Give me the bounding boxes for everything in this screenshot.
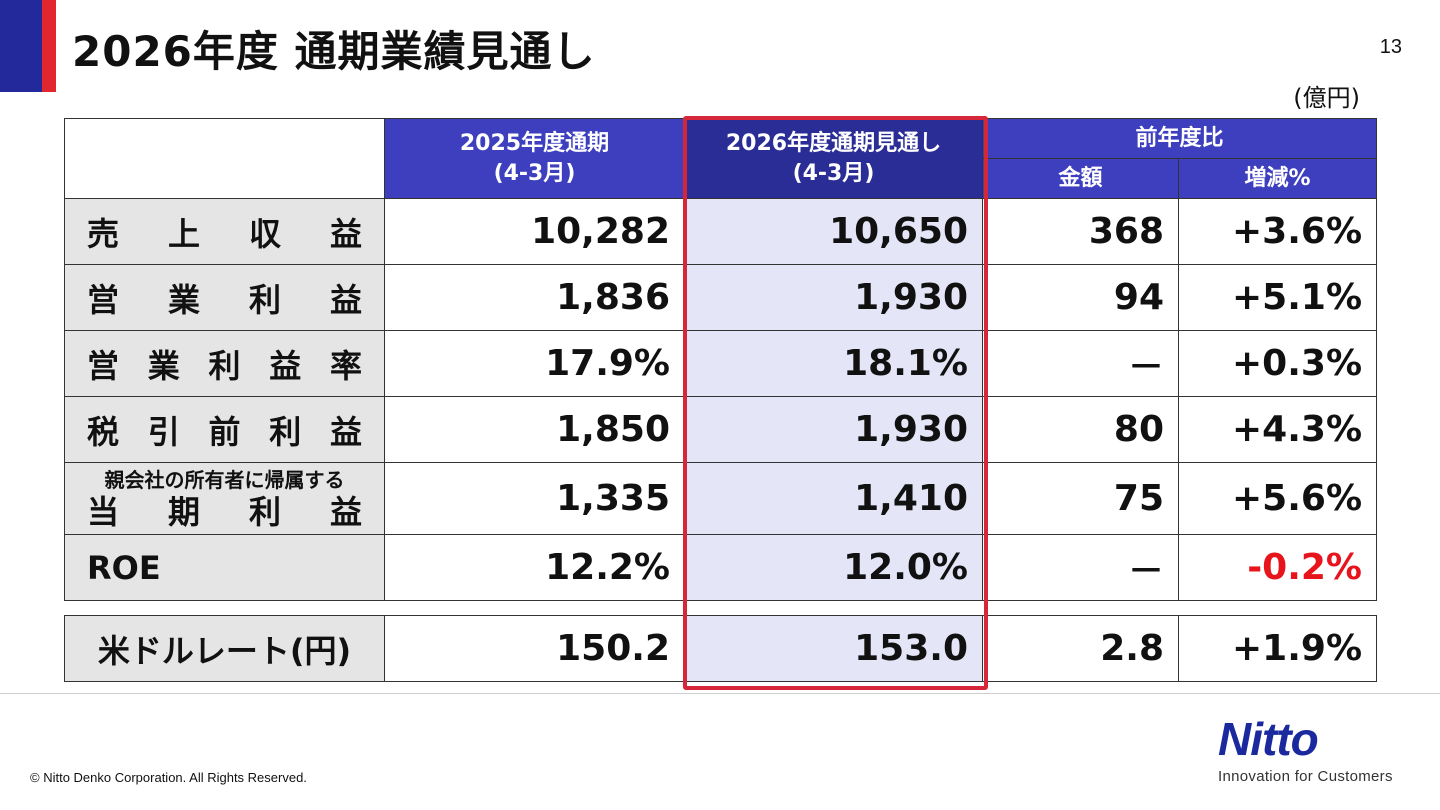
header-corner-cell [64, 118, 385, 199]
header-yoy: 前年度比 [981, 118, 1378, 159]
header-forecast-period: (4-3月) [792, 160, 875, 186]
table-row-operating-margin: 営業利益率 17.9% 18.1% － +0.3% [64, 330, 1378, 397]
header-forecast: 2026年度通期見通し (4-3月) [684, 118, 983, 199]
prev-value: 1,850 [384, 396, 685, 463]
prev-value: 150.2 [384, 615, 685, 682]
prev-value: 12.2% [384, 534, 685, 601]
table-row-roe: ROE 12.2% 12.0% － -0.2% [64, 534, 1378, 601]
pct-value: +1.9% [1177, 615, 1378, 682]
pct-value: +0.3% [1177, 330, 1378, 397]
header-change-pct: 増減% [1177, 158, 1378, 199]
header-prev-year: 2025年度通期 (4-3月) [384, 118, 685, 199]
prev-value: 17.9% [384, 330, 685, 397]
row-label-small: 親会社の所有者に帰属する [104, 467, 345, 492]
gap-cell [1179, 601, 1377, 616]
forecast-value: 10,650 [684, 198, 983, 265]
amount-value: － [982, 534, 1179, 601]
page-number: 13 [1379, 36, 1402, 58]
forecast-value: 18.1% [684, 330, 983, 397]
forecast-value: 153.0 [684, 615, 983, 682]
header-prev-year-label: 2025年度通期 [459, 130, 610, 156]
forecast-value: 12.0% [684, 534, 983, 601]
title-accent-bar-red [42, 0, 56, 92]
title-accent-bar-blue [0, 0, 42, 92]
unit-label: (億円) [1293, 84, 1360, 112]
logo-tagline: Innovation for Customers [1218, 768, 1393, 785]
prev-value: 10,282 [384, 198, 685, 265]
gap-cell [685, 601, 983, 616]
row-label: 営業利益率 [64, 330, 385, 397]
table-gap [65, 601, 1377, 616]
pct-value: +4.3% [1177, 396, 1378, 463]
prev-value: 1,836 [384, 264, 685, 331]
row-label: 売上収益 [64, 198, 385, 265]
table-row-fx-rate: 米ドルレート(円) 150.2 153.0 2.8 +1.9% [64, 615, 1378, 682]
header-forecast-label: 2026年度通期見通し [725, 130, 942, 156]
prev-value: 1,335 [384, 462, 685, 535]
row-label: 米ドルレート(円) [64, 615, 385, 682]
forecast-value: 1,930 [684, 264, 983, 331]
amount-value: 2.8 [982, 615, 1179, 682]
row-label: 税引前利益 [64, 396, 385, 463]
gap-cell [983, 601, 1179, 616]
table-row-net-profit: 親会社の所有者に帰属する 当期利益 1,335 1,410 75 +5.6% [64, 462, 1378, 535]
gap-cell [65, 601, 385, 616]
gap-cell [385, 601, 685, 616]
copyright: © Nitto Denko Corporation. All Rights Re… [30, 770, 307, 785]
amount-value: 368 [982, 198, 1179, 265]
company-logo: Nitto Innovation for Customers [1218, 712, 1418, 792]
forecast-value: 1,410 [684, 462, 983, 535]
table-row-operating-profit: 営業利益 1,836 1,930 94 +5.1% [64, 264, 1378, 331]
logo-wordmark: Nitto [1218, 713, 1319, 765]
row-label: ROE [64, 534, 385, 601]
pct-value: +5.6% [1177, 462, 1378, 535]
forecast-value: 1,930 [684, 396, 983, 463]
row-label: 営業利益 [64, 264, 385, 331]
header-amount: 金額 [982, 158, 1179, 199]
table-row-pretax-profit: 税引前利益 1,850 1,930 80 +4.3% [64, 396, 1378, 463]
amount-value: － [982, 330, 1179, 397]
pct-value-negative: -0.2% [1177, 534, 1378, 601]
pct-value: +5.1% [1177, 264, 1378, 331]
amount-value: 75 [982, 462, 1179, 535]
page-title: 2026年度 通期業績見通し [72, 27, 596, 76]
amount-value: 94 [982, 264, 1179, 331]
footer-divider [0, 693, 1440, 694]
pct-value: +3.6% [1177, 198, 1378, 265]
header-prev-year-period: (4-3月) [493, 160, 576, 186]
amount-value: 80 [982, 396, 1179, 463]
table-row-revenue: 売上収益 10,282 10,650 368 +3.6% [64, 198, 1378, 265]
row-label: 当期利益 [87, 492, 362, 531]
row-label-net-profit: 親会社の所有者に帰属する 当期利益 [64, 462, 385, 535]
forecast-table: 2025年度通期 (4-3月) 2026年度通期見通し (4-3月) 前年度比 … [64, 118, 1378, 682]
